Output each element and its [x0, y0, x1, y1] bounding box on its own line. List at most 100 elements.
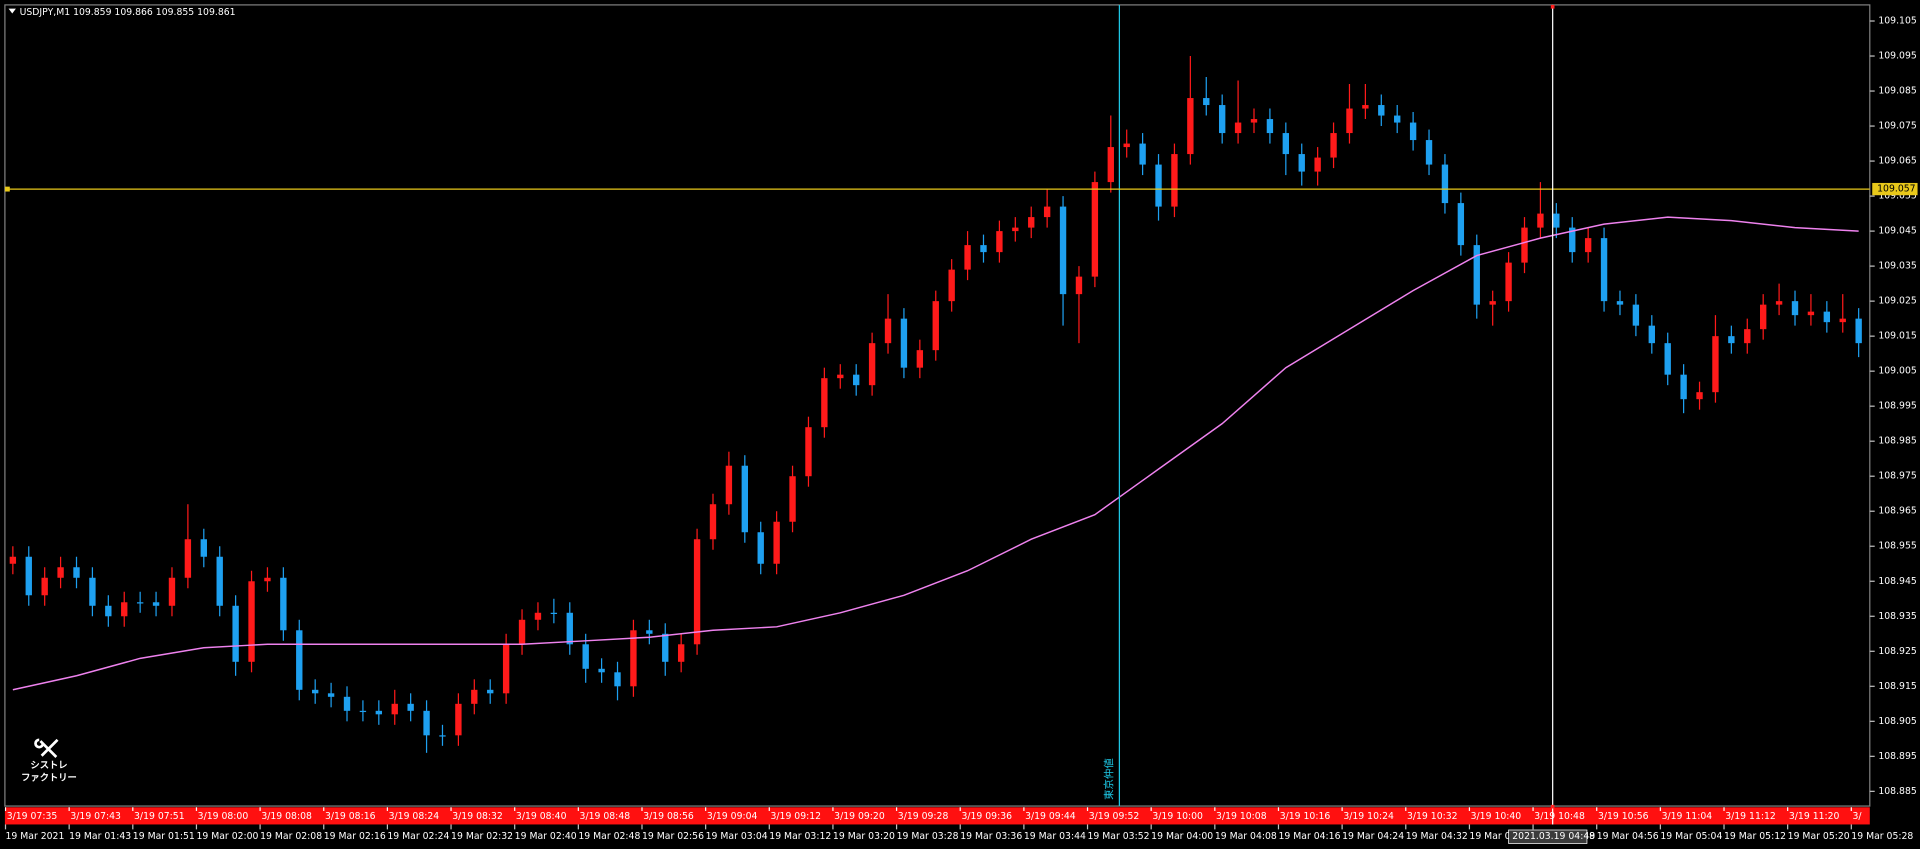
y-tick-label: 109.025	[1878, 296, 1916, 307]
candle-body	[1823, 311, 1831, 323]
y-tick-label: 109.065	[1878, 156, 1916, 167]
candle-body	[582, 644, 589, 669]
x-tick-label: 3/19 10:00	[1152, 811, 1203, 822]
candle-body	[184, 539, 192, 578]
x-tick-label: 19 Mar 02:56	[642, 831, 704, 842]
y-tick-label: 108.995	[1878, 401, 1916, 412]
x-tick-label: 3/19 08:56	[643, 811, 694, 822]
candle-body	[1616, 301, 1624, 305]
candle-body	[25, 556, 32, 596]
candle-body	[1473, 245, 1480, 305]
candle-body	[1680, 374, 1687, 400]
y-tick-label: 108.975	[1878, 471, 1916, 482]
y-tick-label: 108.985	[1878, 436, 1916, 447]
x-tick-label: 19 Mar 02:08	[260, 831, 322, 842]
x-tick-label: 3/19 11:12	[1725, 811, 1776, 822]
price-tag-bg	[1872, 182, 1918, 196]
candle-body	[121, 602, 128, 617]
x-tick-label: 19 Mar 04:08	[1215, 831, 1277, 842]
x-tick-label: 19 Mar 02:16	[324, 831, 386, 842]
x-tick-label: 3/19 08:32	[452, 811, 503, 822]
candle-body	[1584, 238, 1592, 253]
x-tick-label: 19 Mar 05:28	[1851, 831, 1913, 842]
x-tick-label: 19 Mar 03:52	[1088, 831, 1150, 842]
chart-title: USDJPY,M1 109.859 109.866 109.855 109.86…	[20, 7, 236, 18]
y-tick-label: 109.095	[1878, 51, 1916, 62]
candle-body	[1791, 301, 1799, 316]
x-tick-label: 3/19 11:20	[1789, 811, 1840, 822]
candle-body	[136, 602, 144, 604]
candle-body	[1330, 133, 1337, 158]
candle-body	[1648, 325, 1655, 344]
x-tick-label: 3/19 09:28	[898, 811, 949, 822]
candle-body	[932, 301, 939, 351]
candle-body	[1298, 154, 1305, 172]
menu-triangle[interactable]	[8, 8, 16, 14]
y-tick-label: 108.925	[1878, 646, 1916, 657]
candle-body	[200, 539, 207, 557]
x-tick-label: 3/19 09:36	[961, 811, 1012, 822]
x-tick-label: 19 Mar 04:40	[1469, 831, 1531, 842]
x-tick-label: 3/19 08:48	[580, 811, 631, 822]
x-tick-label: 3/19 10:40	[1471, 811, 1522, 822]
candle-body	[1362, 105, 1369, 109]
candle-body	[916, 350, 924, 368]
x-tick-label: 19 Mar 02:48	[578, 831, 640, 842]
x-tick-label: 3/19 10:48	[1534, 811, 1585, 822]
candle-body	[1457, 203, 1465, 246]
candle-body	[709, 504, 717, 540]
candle-body	[534, 612, 542, 620]
candle-body	[550, 612, 558, 615]
candle-body	[1775, 301, 1783, 305]
plot-area	[4, 4, 1870, 807]
candle-body	[662, 633, 669, 662]
y-tick-label: 109.045	[1878, 226, 1916, 237]
candle-body	[646, 630, 653, 634]
candle-body	[1346, 108, 1353, 134]
candle-body	[1553, 213, 1560, 228]
x-tick-label: 19 Mar 04:00	[1151, 831, 1213, 842]
candle-body	[1187, 98, 1194, 155]
candle-body	[327, 693, 335, 697]
candle-body	[598, 668, 605, 673]
candle-body	[996, 231, 1003, 253]
x-tick-label: 19 Mar 04:16	[1278, 831, 1340, 842]
logo: シストレ ファクトリー	[21, 738, 77, 783]
candle-body	[773, 521, 780, 564]
crosshair-tag-bg	[1508, 829, 1588, 844]
y-tick-label: 109.015	[1878, 331, 1916, 342]
y-tick-label: 109.085	[1878, 86, 1916, 97]
candle-body	[1123, 143, 1130, 148]
price-tag: 109.057	[1877, 184, 1915, 195]
x-tick-label: 19 Mar 04:56	[1597, 831, 1659, 842]
y-tick-label: 109.105	[1878, 16, 1916, 27]
x-tick-label: 3/19 08:16	[325, 811, 376, 822]
x-tick-label: 3/19 11:04	[1662, 811, 1713, 822]
candle-body	[868, 343, 876, 386]
x-tick-label: 3/19 09:12	[771, 811, 822, 822]
candle-body	[1378, 105, 1385, 116]
x-tick-label: 3/19 07:35	[7, 811, 58, 822]
candle-body	[614, 672, 621, 687]
candle-body	[1807, 311, 1815, 316]
candle-body	[1425, 140, 1433, 165]
x-tick-label: 3/19 09:20	[834, 811, 885, 822]
candle-body	[1569, 227, 1576, 253]
candle-body	[1266, 119, 1274, 134]
candle-body	[1505, 262, 1512, 302]
x-tick-label: 19 Mar 02:00	[196, 831, 258, 842]
candle-body	[1218, 105, 1226, 134]
candle-body	[1043, 206, 1051, 218]
candle-body	[280, 577, 287, 631]
candle-body	[900, 318, 908, 368]
candle-body	[1537, 213, 1544, 228]
candle-body	[1139, 143, 1146, 165]
local-time-labels: 3/19 07:35 3/19 07:43 3/19 07:51 3/19 08:00…	[4, 807, 1862, 822]
candle-body	[964, 245, 971, 270]
candle-body	[1744, 329, 1751, 344]
y-tick-label: 108.955	[1878, 541, 1916, 552]
crosshair-bottom-marker	[1550, 804, 1555, 809]
candle-body	[471, 689, 478, 704]
x-tick-label: 3/19 07:43	[70, 811, 121, 822]
